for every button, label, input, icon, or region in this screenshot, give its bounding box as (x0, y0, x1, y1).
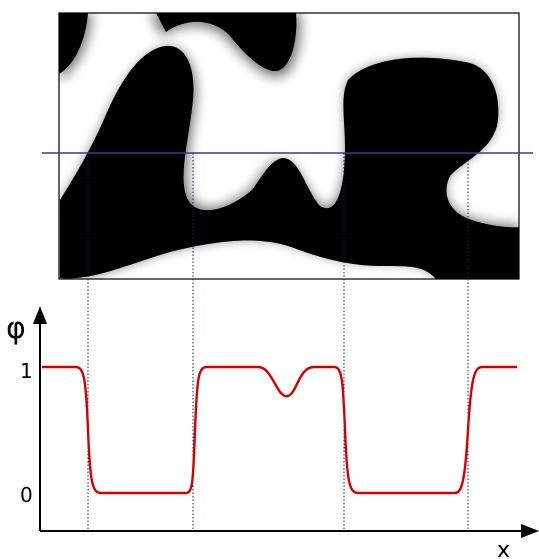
microstructure-frame (58, 12, 520, 280)
interface-guides (87, 153, 469, 531)
tick-label-zero: 0 (20, 483, 33, 507)
tick-label-one: 1 (20, 359, 33, 383)
microstructure-panel (58, 12, 520, 280)
x-axis-arrowhead (521, 524, 539, 538)
y-axis-symbol: φ (6, 311, 26, 346)
dark-phase-regions (59, 13, 519, 279)
y-axis-arrowhead (33, 306, 47, 324)
order-parameter-curve (42, 365, 517, 495)
profile-plot: φ x 1 0 (6, 306, 539, 559)
x-axis-symbol: x (497, 538, 510, 559)
